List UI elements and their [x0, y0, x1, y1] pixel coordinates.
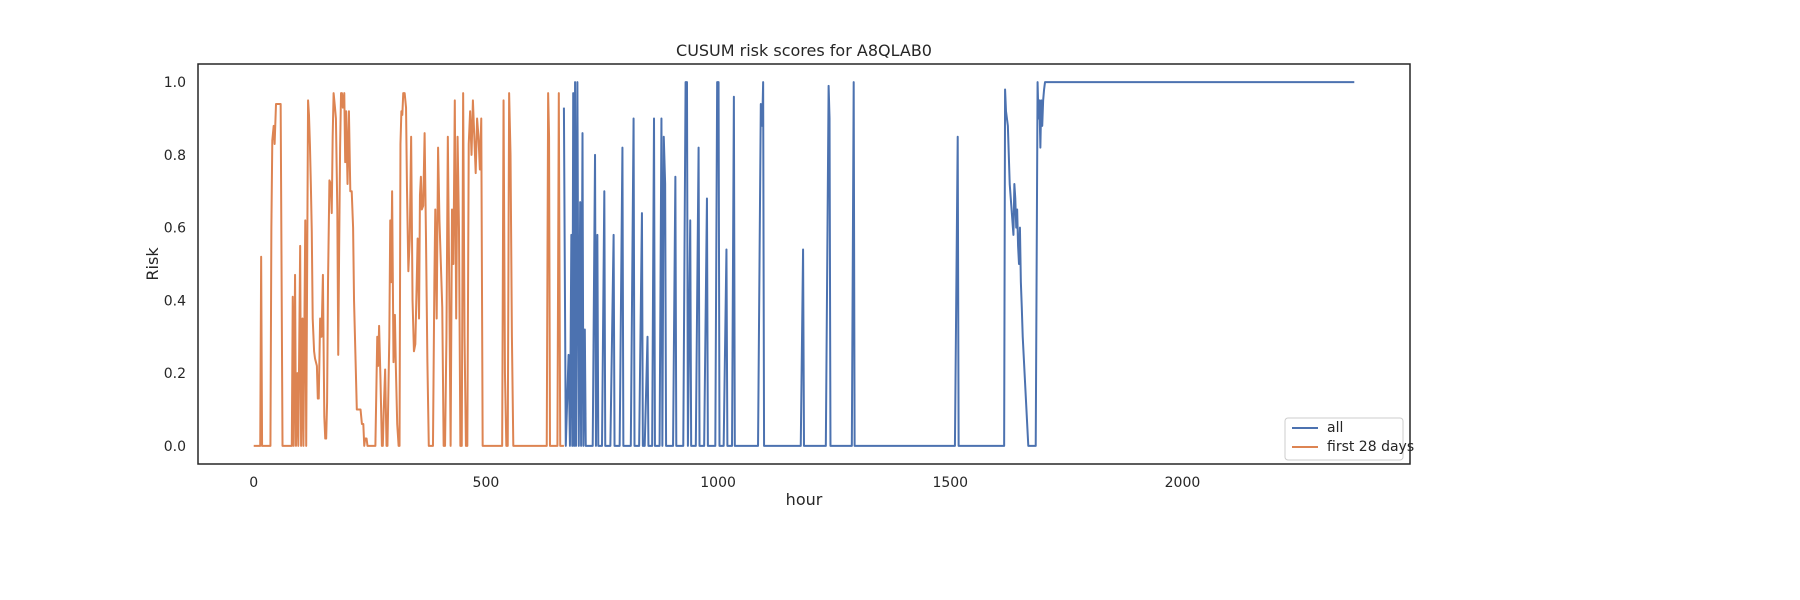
y-tick-label: 0.8 — [164, 148, 186, 164]
y-tick-label: 0.4 — [164, 293, 186, 309]
legend: all first 28 days — [1284, 417, 1414, 461]
x-axis-ticks: 0 500 1000 1500 2000 — [249, 475, 1200, 491]
y-tick-label: 0.6 — [164, 221, 186, 237]
chart-title: CUSUM risk scores for A8QLAB0 — [676, 41, 932, 60]
y-tick-label: 1.0 — [164, 75, 186, 91]
legend-label-first-28-days: first 28 days — [1327, 439, 1414, 455]
y-tick-label: 0.0 — [164, 439, 186, 455]
x-tick-label: 1500 — [932, 475, 968, 491]
legend-label-all: all — [1327, 420, 1343, 436]
series-line-first-28-days — [253, 92, 564, 447]
x-tick-label: 1000 — [700, 475, 736, 491]
x-axis-label: hour — [786, 490, 823, 509]
series-layer — [253, 81, 1355, 447]
plot-frame — [197, 63, 1411, 465]
x-tick-label: 500 — [473, 475, 500, 491]
y-tick-label: 0.2 — [164, 366, 186, 382]
y-axis-label: Risk — [143, 247, 162, 281]
x-tick-label: 0 — [249, 475, 258, 491]
series-line-all — [562, 81, 1355, 447]
plot-area — [197, 63, 1411, 465]
x-tick-label: 2000 — [1165, 475, 1201, 491]
y-axis-ticks: 0.0 0.2 0.4 0.6 0.8 1.0 — [164, 75, 186, 455]
